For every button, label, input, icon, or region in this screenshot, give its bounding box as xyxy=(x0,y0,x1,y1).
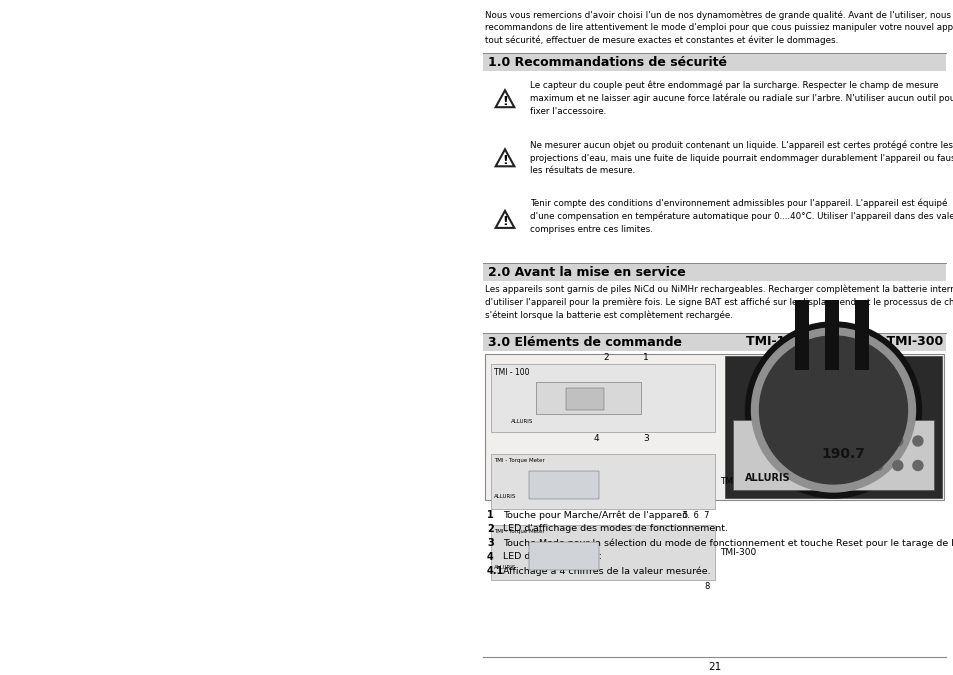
Bar xyxy=(491,525,714,580)
Text: 21: 21 xyxy=(707,662,720,672)
Text: 3: 3 xyxy=(642,434,648,443)
Text: ALLURIS: ALLURIS xyxy=(494,494,516,499)
Text: 8: 8 xyxy=(704,582,709,591)
Circle shape xyxy=(744,322,921,498)
Polygon shape xyxy=(496,211,514,228)
Circle shape xyxy=(912,460,922,470)
Text: !: ! xyxy=(501,215,507,228)
Text: Tenir compte des conditions d'environnement admissibles pour l'appareil. L'appar: Tenir compte des conditions d'environnem… xyxy=(530,199,953,234)
Circle shape xyxy=(892,460,902,470)
Text: TMI - Torque Meter: TMI - Torque Meter xyxy=(494,458,544,463)
Text: Touche pour Marche/Arrêt de l'appareil.: Touche pour Marche/Arrêt de l'appareil. xyxy=(502,510,690,520)
Text: Touche Mode pour la sélection du mode de fonctionnement et touche Reset pour le : Touche Mode pour la sélection du mode de… xyxy=(502,538,953,547)
Text: 1: 1 xyxy=(486,510,494,520)
Text: 4: 4 xyxy=(486,552,494,562)
Polygon shape xyxy=(496,149,514,166)
Text: LED du display avec:: LED du display avec: xyxy=(502,552,601,561)
Bar xyxy=(529,542,598,570)
Text: 190.7: 190.7 xyxy=(821,448,864,462)
Circle shape xyxy=(912,436,922,446)
Circle shape xyxy=(892,436,902,446)
Text: Affichage à 4 chiffres de la valeur mesurée.: Affichage à 4 chiffres de la valeur mesu… xyxy=(502,566,710,576)
Bar xyxy=(813,438,873,470)
Text: Le capteur du couple peut être endommagé par la surcharge. Respecter le champ de: Le capteur du couple peut être endommagé… xyxy=(530,81,953,115)
Bar xyxy=(491,454,714,509)
Text: 4: 4 xyxy=(593,434,598,443)
Text: Les appareils sont garnis de piles NiCd ou NiMHr rechargeables. Recharger complè: Les appareils sont garnis de piles NiCd … xyxy=(484,285,953,320)
Text: ALLURIS: ALLURIS xyxy=(744,473,790,483)
Bar xyxy=(536,382,640,414)
Circle shape xyxy=(852,436,862,446)
Text: Nous vous remercions d'avoir choisi l'un de nos dynamomètres de grande qualité. : Nous vous remercions d'avoir choisi l'un… xyxy=(484,10,953,45)
Bar xyxy=(484,354,943,500)
Text: 3.0 Eléments de commande: 3.0 Eléments de commande xyxy=(488,335,681,348)
Bar xyxy=(482,53,945,71)
Text: !: ! xyxy=(501,95,507,108)
Text: TMI - 100: TMI - 100 xyxy=(494,368,529,377)
Text: Ne mesurer aucun objet ou produit contenant un liquide. L'appareil est certes pr: Ne mesurer aucun objet ou produit conten… xyxy=(530,141,953,175)
Text: ALLURIS: ALLURIS xyxy=(511,419,533,424)
Bar xyxy=(0,0,481,675)
Text: TMI - Torque Meter: TMI - Torque Meter xyxy=(494,529,544,534)
Circle shape xyxy=(759,336,906,484)
Polygon shape xyxy=(496,90,514,107)
Bar xyxy=(482,333,945,351)
Text: TMI-200: TMI-200 xyxy=(720,477,756,486)
Text: 1.0 Recommandations de sécurité: 1.0 Recommandations de sécurité xyxy=(488,55,726,68)
Text: ALLURIS: ALLURIS xyxy=(494,565,516,570)
Text: 2: 2 xyxy=(486,524,494,534)
Bar xyxy=(824,300,839,370)
Text: TMI-100 | TMI-200 | TMI-300: TMI-100 | TMI-200 | TMI-300 xyxy=(745,335,942,348)
Circle shape xyxy=(872,460,882,470)
Text: TMI-300: TMI-300 xyxy=(720,548,756,557)
Bar xyxy=(529,471,598,499)
Text: 5  6  7: 5 6 7 xyxy=(682,511,709,520)
Bar xyxy=(491,364,714,432)
Bar xyxy=(565,388,603,410)
Bar xyxy=(732,420,933,490)
Text: 2: 2 xyxy=(602,353,608,362)
Text: 2.0 Avant la mise en service: 2.0 Avant la mise en service xyxy=(488,265,685,279)
Circle shape xyxy=(852,460,862,470)
Bar xyxy=(482,263,945,281)
Text: 3: 3 xyxy=(486,538,494,548)
Text: LED d'affichage des modes de fonctionnement.: LED d'affichage des modes de fonctionnem… xyxy=(502,524,727,533)
Bar xyxy=(724,356,941,498)
Text: 1: 1 xyxy=(642,353,648,362)
Circle shape xyxy=(872,436,882,446)
Bar xyxy=(855,300,868,370)
Circle shape xyxy=(751,328,915,492)
Text: 4.1: 4.1 xyxy=(486,566,504,576)
Bar xyxy=(795,300,809,370)
Text: !: ! xyxy=(501,154,507,167)
